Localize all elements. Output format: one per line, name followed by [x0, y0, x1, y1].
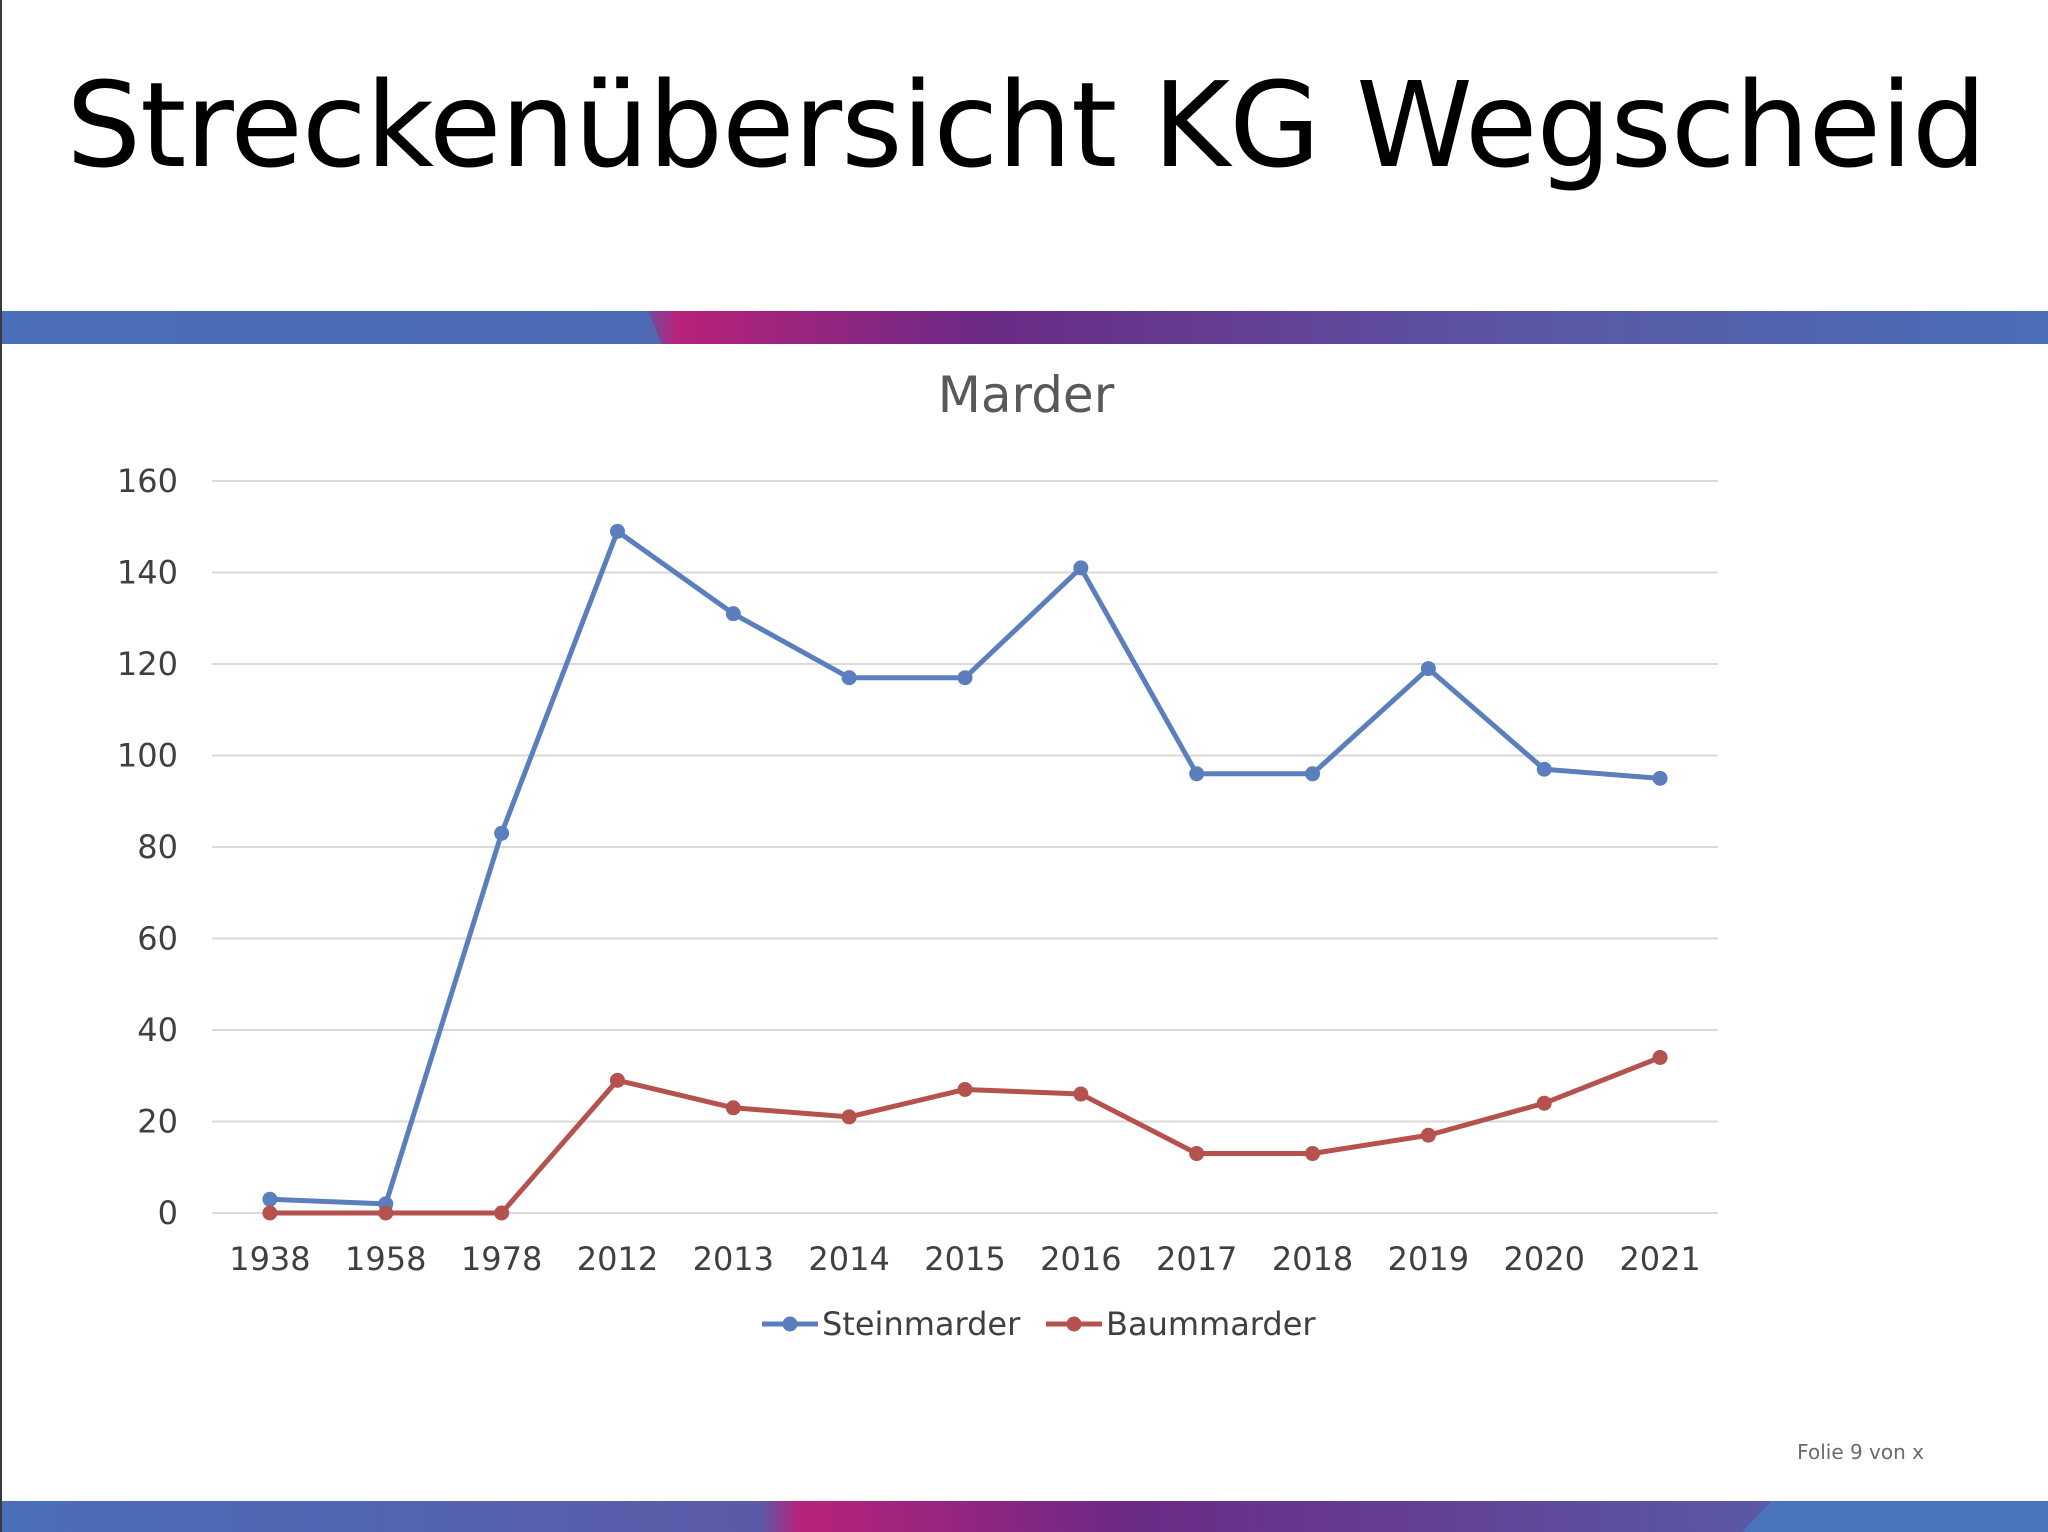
y-axis-ticks: 0 20 40 60 80 100 120 140 160	[117, 462, 178, 1232]
data-point	[1536, 1095, 1552, 1111]
x-tick-label: 1958	[345, 1240, 426, 1278]
legend-swatch-marker	[1066, 1316, 1082, 1332]
x-tick-label: 2017	[1156, 1240, 1237, 1278]
data-point	[1420, 1127, 1436, 1143]
data-point	[609, 1072, 625, 1088]
data-point	[262, 1191, 278, 1207]
y-tick-label: 60	[137, 920, 178, 958]
data-point	[494, 825, 510, 841]
series-line-steinmarder	[269, 528, 1661, 1207]
data-point	[1073, 1086, 1089, 1102]
data-point	[957, 670, 973, 686]
data-point	[1305, 766, 1321, 782]
y-tick-label: 0	[158, 1194, 178, 1232]
data-point	[1305, 1146, 1321, 1162]
data-point	[262, 1205, 278, 1221]
data-point	[1652, 1049, 1668, 1065]
data-point	[1420, 661, 1436, 677]
chart: Marder 0 20 40 60 80 100 120 140 160 1938 1958 197…	[117, 366, 1718, 1343]
bottom-color-band	[2, 1501, 2048, 1532]
x-axis-ticks: 1938 1958 1978 2012 2013 2014 2015 2016 2017 2018…	[229, 1240, 1701, 1278]
legend-item-steinmarder: Steinmarder	[762, 1305, 1021, 1343]
data-point	[1189, 766, 1205, 782]
y-tick-label: 140	[117, 554, 178, 592]
slide-title: Streckenübersicht KG Wegscheid	[66, 56, 1987, 194]
chart-title: Marder	[938, 366, 1115, 424]
x-tick-label: 2019	[1388, 1240, 1469, 1278]
y-tick-label: 80	[137, 828, 178, 866]
x-tick-label: 2013	[693, 1240, 774, 1278]
y-tick-label: 100	[117, 737, 178, 775]
x-tick-label: 2012	[577, 1240, 658, 1278]
gridlines	[212, 480, 1718, 1214]
data-point	[841, 670, 857, 686]
data-point	[494, 1205, 510, 1221]
x-tick-label: 2021	[1619, 1240, 1700, 1278]
x-tick-label: 2016	[1040, 1240, 1121, 1278]
data-point	[725, 606, 741, 622]
y-tick-label: 120	[117, 645, 178, 683]
data-point	[725, 1100, 741, 1116]
data-point	[609, 523, 625, 539]
data-point	[957, 1081, 973, 1097]
data-point	[1189, 1146, 1205, 1162]
legend-swatch-marker	[782, 1316, 798, 1332]
data-point	[1652, 770, 1668, 786]
series-steinmarder	[262, 523, 1668, 1212]
data-point	[1073, 560, 1089, 576]
x-tick-label: 2014	[808, 1240, 889, 1278]
y-tick-label: 160	[117, 462, 178, 500]
legend: Steinmarder Baummarder	[762, 1305, 1316, 1343]
x-tick-label: 2020	[1504, 1240, 1585, 1278]
x-tick-label: 2015	[924, 1240, 1005, 1278]
legend-item-baummarder: Baummarder	[1046, 1305, 1316, 1343]
legend-label: Baummarder	[1106, 1305, 1316, 1343]
x-tick-label: 2018	[1272, 1240, 1353, 1278]
data-point	[841, 1109, 857, 1125]
data-point	[1536, 761, 1552, 777]
data-point	[378, 1205, 394, 1221]
x-tick-label: 1938	[229, 1240, 310, 1278]
series-line-baummarder	[269, 1055, 1661, 1216]
y-tick-label: 20	[137, 1103, 178, 1141]
series-baummarder	[262, 1049, 1668, 1221]
top-color-band	[2, 311, 2048, 344]
series-layer	[262, 523, 1668, 1221]
x-tick-label: 1978	[461, 1240, 542, 1278]
slide-number: Folie 9 von x	[1797, 1440, 1924, 1464]
legend-label: Steinmarder	[822, 1305, 1021, 1343]
y-tick-label: 40	[137, 1011, 178, 1049]
